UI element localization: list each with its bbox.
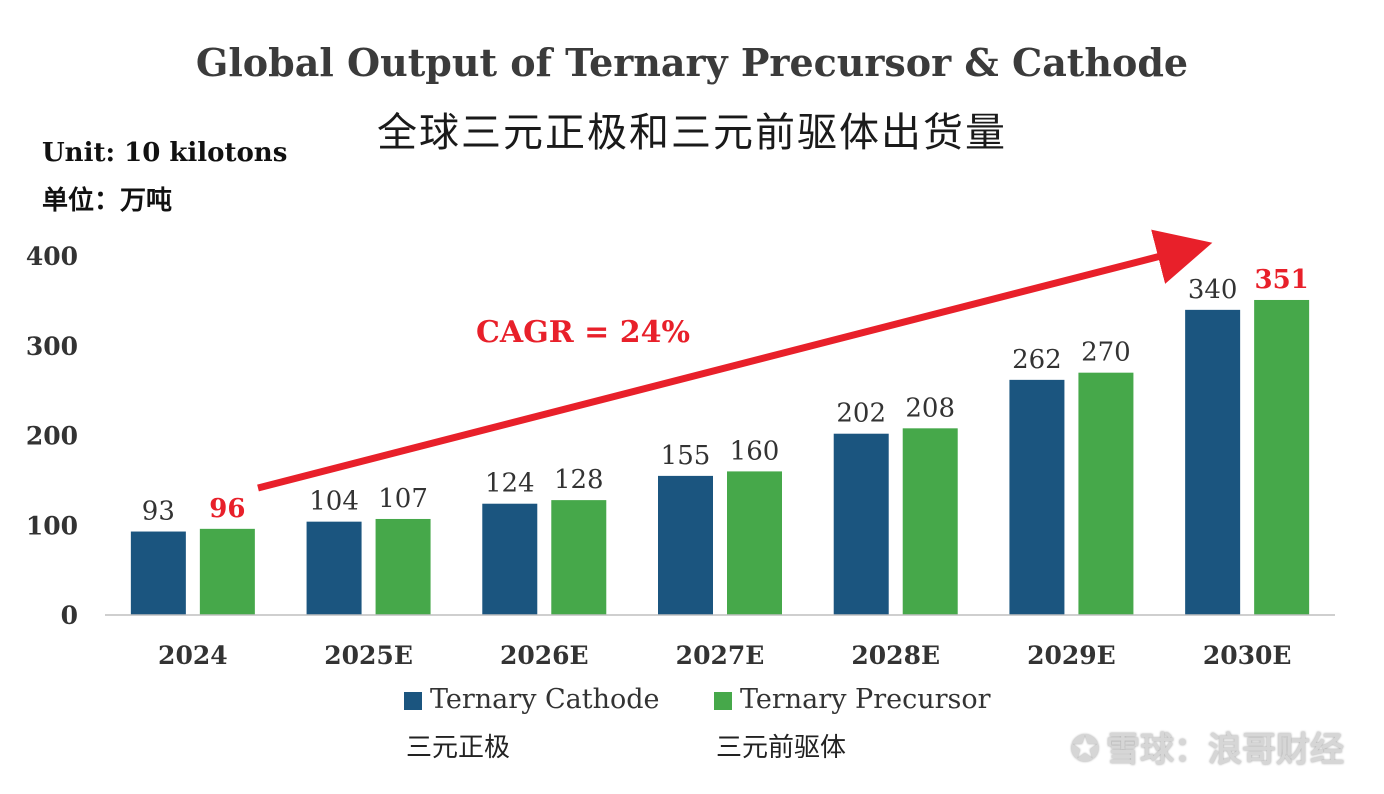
x-tick-label: 2027E	[676, 641, 765, 670]
watermark: ✪ 雪球：浪哥财经	[1070, 722, 1344, 771]
data-label: 262	[1012, 345, 1062, 375]
data-label: 208	[905, 393, 955, 423]
y-tick-label: 400	[26, 242, 78, 271]
y-tick-label: 200	[26, 422, 78, 451]
legend-swatch-precursor	[714, 691, 732, 710]
legend-item-precursor: Ternary Precursor 三元前驱体	[714, 684, 991, 764]
bar-cathode	[833, 433, 889, 615]
x-tick-label: 2029E	[1027, 641, 1116, 670]
watermark-text: 雪球：浪哥财经	[1106, 730, 1344, 770]
bar-cathode	[306, 521, 362, 615]
data-label: 160	[730, 436, 780, 466]
unit-label-cn: 单位：万吨	[42, 186, 173, 216]
x-tick-label: 2025E	[324, 641, 413, 670]
snowball-logo-icon: ✪	[1069, 729, 1100, 770]
y-tick-label: 100	[26, 511, 78, 540]
bar-precursor	[551, 500, 607, 615]
bar-precursor	[199, 528, 255, 615]
data-label: 202	[836, 399, 886, 429]
data-label: 96	[209, 494, 245, 524]
y-axis: 0 100 200 300 400	[26, 242, 78, 630]
data-label: 93	[142, 497, 175, 527]
bar-cathode	[482, 503, 538, 615]
bar-cathode	[658, 475, 713, 615]
cagr-annotation: CAGR = 24%	[476, 315, 690, 350]
cagr-arrow	[257, 229, 1213, 492]
data-label: 128	[554, 465, 604, 495]
data-label: 124	[485, 469, 535, 499]
x-tick-label: 2026E	[500, 641, 589, 670]
legend-swatch-cathode	[404, 691, 422, 710]
bar-precursor	[1078, 372, 1134, 615]
chart-title-en: Global Output of Ternary Precursor & Cat…	[195, 40, 1189, 85]
data-label: 270	[1081, 338, 1131, 368]
bar-cathode	[1009, 379, 1065, 615]
bar-precursor	[902, 428, 958, 615]
legend-label-cathode-cn: 三元正极	[406, 733, 511, 763]
y-tick-label: 300	[26, 332, 78, 361]
x-axis: 2024 2025E 2026E 2027E 2028E 2029E 2030E	[158, 641, 1291, 670]
y-tick-label: 0	[61, 601, 78, 630]
data-label: 107	[378, 484, 428, 514]
legend-item-cathode: Ternary Cathode 三元正极	[404, 684, 660, 764]
data-label: 155	[661, 441, 711, 471]
bar-cathode	[130, 531, 186, 615]
bars-group: 93 96 104 107 124 128 155 160 202 208 262 270 340 351	[130, 265, 1310, 615]
data-label: 104	[309, 487, 359, 517]
data-label: 340	[1188, 275, 1238, 305]
chart-title-cn: 全球三元正极和三元前驱体出货量	[377, 110, 1007, 156]
unit-label-en: Unit: 10 kilotons	[42, 138, 288, 168]
bar-precursor	[1254, 299, 1310, 615]
bar-precursor	[727, 471, 782, 615]
x-tick-label: 2030E	[1203, 641, 1292, 670]
legend-label-precursor-cn: 三元前驱体	[716, 733, 847, 763]
bar-precursor	[375, 518, 431, 615]
legend-label-cathode-en: Ternary Cathode	[430, 684, 660, 715]
x-tick-label: 2024	[158, 641, 228, 670]
bar-cathode	[1185, 309, 1241, 615]
x-tick-label: 2028E	[851, 641, 940, 670]
data-label: 351	[1255, 265, 1309, 295]
legend-label-precursor-en: Ternary Precursor	[740, 684, 991, 715]
